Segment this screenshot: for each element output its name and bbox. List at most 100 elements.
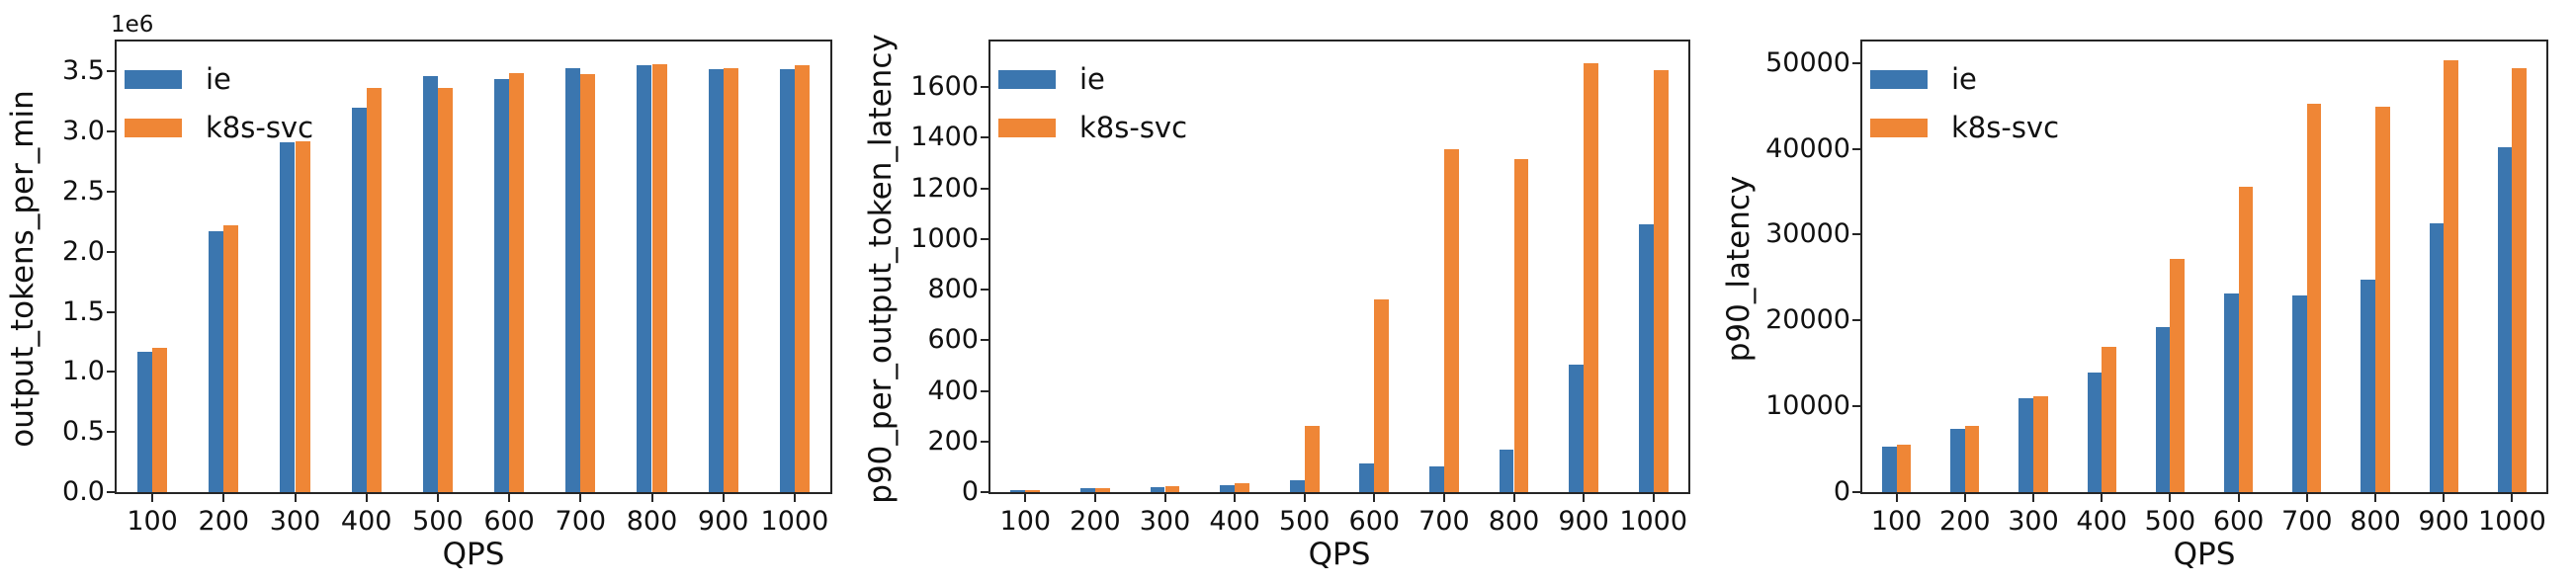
x-tick-label: 100 [999,506,1052,537]
x-tick-label: 700 [555,506,607,537]
x-tick-label: 900 [1558,506,1609,537]
bar-ie-qps200 [209,231,224,492]
x-axis-label-row: QPS [988,494,1690,570]
x-tick-label: 200 [198,506,250,537]
bar-ie-qps400 [2087,373,2103,492]
y-tick-mark [107,70,115,73]
y-tick-label: 2.5 [62,175,105,207]
y-tick-label: 40000 [1765,132,1850,164]
bar-k8s-svc-qps800 [651,64,667,492]
x-tick-mark [1093,494,1096,502]
x-tick-label: 400 [2076,506,2127,537]
y-tick-mark [1852,319,1860,322]
bar-k8s-svc-qps500 [437,88,454,492]
bar-k8s-svc-qps700 [580,73,596,492]
y-tick-mark [1852,233,1860,236]
legend-swatch-k8s-svc [125,119,182,137]
chart-column: 0 200 400 600 800 1000 1200 1400 1600 100 200 300 40… [903,0,1716,585]
x-tick-label: 600 [483,506,535,537]
y-tick-mark [981,389,988,392]
x-tick-mark [2169,494,2172,502]
y-tick-label: 400 [927,375,979,406]
y-tick-label: 600 [927,324,979,356]
bar-ie-qps600 [1359,463,1375,492]
x-axis-label: QPS [2173,537,2236,572]
y-tick-mark [981,289,988,292]
y-axis-label-column: p90_latency [1716,0,1761,585]
bar-ie-qps100 [1010,489,1026,492]
x-tick-label: 400 [1209,506,1260,537]
y-tick-label: 1.5 [62,295,105,327]
y-axis-label: p90_per_output_token_latency [863,34,899,504]
plot-area: 0 10000 20000 30000 40000 50000 100 200 300 400 50… [1765,40,2548,535]
y-tick-label: 1.0 [62,356,105,387]
bar-ie-qps1000 [2497,146,2513,492]
legend-entry-ie: ie [1870,65,2059,94]
x-axis-label-row: QPS [1860,494,2548,570]
axis-offset-label: 1e6 [111,12,154,38]
x-tick-label: 600 [2212,506,2265,537]
y-tick-label: 50000 [1765,46,1850,78]
bar-k8s-svc-qps600 [509,72,525,492]
y-tick-label: 0.0 [62,475,105,507]
chart-p90-per-output-token-latency: p90_per_output_token_latency 0 200 400 600 8… [858,0,1716,585]
legend-label-ie: ie [1079,62,1105,96]
y-tick-mark [107,250,115,253]
bar-ie-qps800 [1499,449,1514,492]
bar-ie-qps600 [2224,293,2239,492]
x-tick-label: 200 [1070,506,1121,537]
y-tick-mark [981,440,988,443]
bar-ie-qps900 [708,68,724,492]
x-tick-label: 700 [1418,506,1470,537]
x-tick-label: 800 [2350,506,2401,537]
bar-k8s-svc-qps500 [2170,258,2185,492]
y-axis-label: p90_latency [1721,175,1757,363]
bar-k8s-svc-qps1000 [794,65,811,492]
bar-k8s-svc-qps100 [152,348,168,492]
legend: ie k8s-svc [1870,65,2059,142]
y-tick-mark [1852,147,1860,150]
bar-ie-qps1000 [779,68,795,492]
x-tick-mark [1163,494,1166,502]
x-tick-mark [2101,494,2104,502]
bar-ie-qps900 [2429,223,2445,492]
x-tick-mark [1442,494,1445,502]
bar-ie-qps800 [637,65,652,492]
bar-k8s-svc-qps900 [723,67,738,492]
y-tick-mark [981,86,988,89]
bar-ie-qps500 [422,76,438,492]
bar-ie-qps1000 [1638,223,1654,492]
legend-label-ie: ie [206,62,231,96]
y-axis-label-column: output_tokens_per_min [0,0,45,585]
x-axis-label: QPS [442,537,505,572]
y-tick-mark [981,491,988,493]
bar-ie-qps500 [2155,327,2171,492]
y-axis-label: output_tokens_per_min [5,90,41,448]
bar-k8s-svc-qps600 [2238,186,2254,492]
bar-k8s-svc-qps300 [1164,486,1180,492]
axis-offset-row: 1e6 [111,0,832,40]
bar-k8s-svc-qps900 [2444,60,2458,492]
bar-k8s-svc-qps900 [1584,62,1598,492]
y-tick-label: 0.5 [62,416,105,448]
bar-ie-qps100 [136,351,153,492]
x-tick-label: 500 [1278,506,1331,537]
bar-ie-qps700 [1429,465,1444,492]
bar-k8s-svc-qps200 [1094,488,1110,492]
axis-offset-row [988,0,1690,40]
x-tick-mark [722,494,725,502]
x-axis-label: QPS [1308,537,1371,572]
y-tick-mark [107,191,115,193]
y-tick-label: 3.0 [62,116,105,147]
legend-entry-k8s-svc: k8s-svc [998,114,1187,142]
y-tick-label: 1600 [910,71,979,103]
x-tick-label: 800 [626,506,678,537]
x-tick-label: 400 [340,506,392,537]
x-tick-label: 1000 [760,506,829,537]
x-tick-mark [2032,494,2034,502]
x-tick-mark [1234,494,1237,502]
x-tick-label: 100 [1870,506,1923,537]
x-tick-label: 800 [1488,506,1540,537]
y-tick-label: 1000 [910,222,979,254]
x-tick-label: 1000 [1619,506,1688,537]
